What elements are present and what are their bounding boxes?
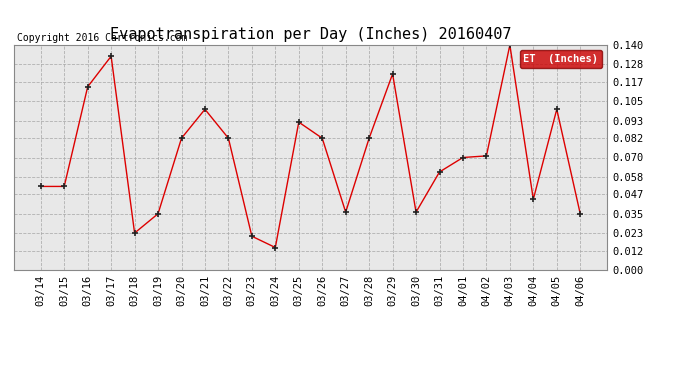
Title: Evapotranspiration per Day (Inches) 20160407: Evapotranspiration per Day (Inches) 2016… (110, 27, 511, 42)
Legend: ET  (Inches): ET (Inches) (520, 50, 602, 68)
Text: Copyright 2016 Cartronics.com: Copyright 2016 Cartronics.com (17, 33, 187, 43)
